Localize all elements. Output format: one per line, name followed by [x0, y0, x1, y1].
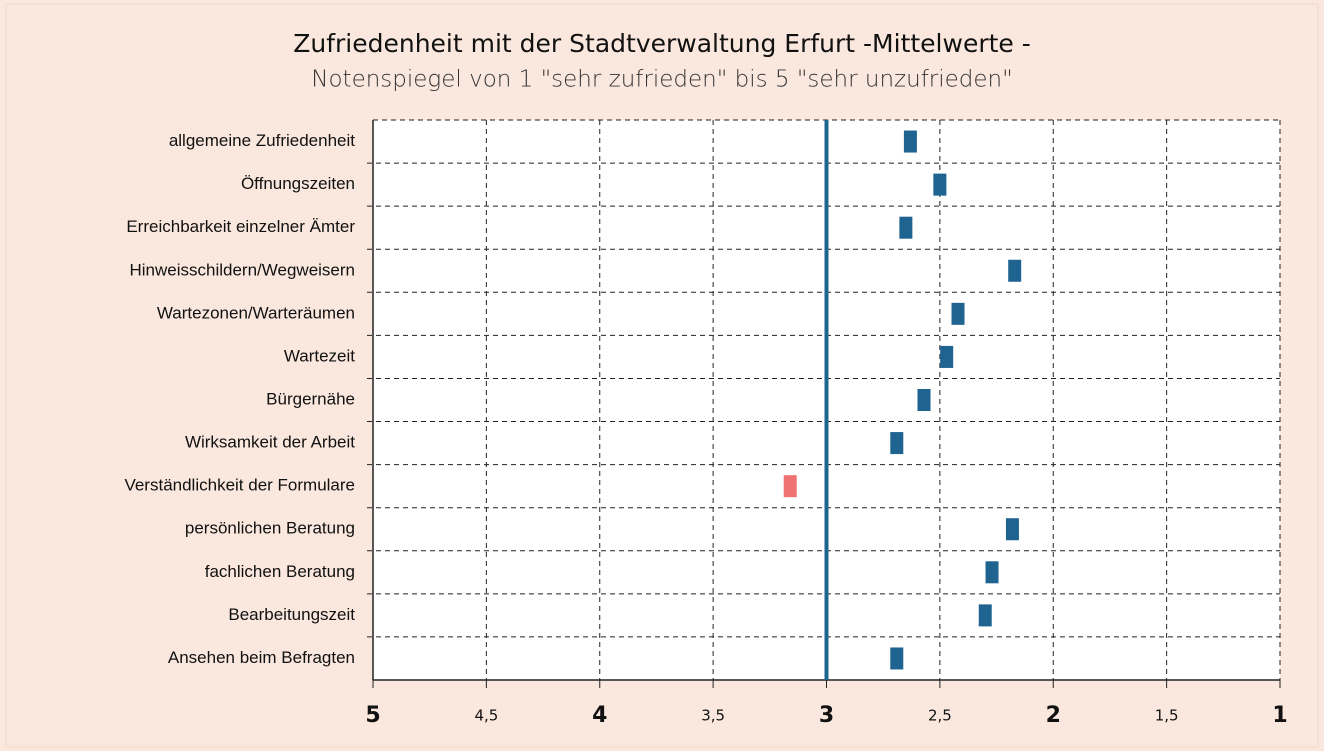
- marker: [917, 389, 931, 411]
- y-tick-label: Bürgernähe: [266, 389, 355, 408]
- x-tick-label: 2,5: [928, 707, 952, 725]
- marker: [1005, 518, 1019, 541]
- marker: [783, 475, 797, 498]
- x-tick-label: 1,5: [1155, 707, 1179, 725]
- marker: [985, 561, 999, 584]
- y-tick-label: Erreichbarkeit einzelner Ämter: [126, 217, 355, 236]
- chart-subtitle: Notenspiegel von 1 "sehr zufrieden" bis …: [311, 67, 1012, 93]
- y-tick-label: Wartezeit: [284, 346, 355, 365]
- x-tick-label: 4: [592, 703, 607, 728]
- marker: [890, 432, 904, 455]
- x-tick-label: 5: [365, 703, 380, 728]
- x-tick-label: 3,5: [701, 707, 725, 725]
- x-tick-label: 1: [1272, 703, 1287, 728]
- y-tick-label: allgemeine Zufriedenheit: [169, 131, 355, 150]
- y-tick-label: Wartezonen/Warteräumen: [157, 303, 355, 322]
- frame: [5, 3, 1319, 748]
- marker: [978, 604, 992, 627]
- marker: [890, 647, 904, 670]
- marker: [903, 130, 917, 153]
- y-tick-label: Bearbeitungszeit: [228, 605, 355, 624]
- marker: [940, 345, 954, 368]
- marker: [933, 173, 947, 196]
- y-tick-label: Verständlichkeit der Formulare: [124, 476, 355, 495]
- y-tick-label: Öffnungszeiten: [241, 174, 355, 193]
- chart-title: Zufriedenheit mit der Stadtverwaltung Er…: [293, 29, 1031, 58]
- y-tick-label: Hinweisschildern/Wegweisern: [130, 260, 356, 279]
- x-tick-label: 3: [819, 703, 834, 728]
- y-tick-label: persönlichen Beratung: [185, 519, 355, 538]
- y-tick-label: Wirksamkeit der Arbeit: [185, 433, 355, 452]
- marker: [899, 216, 913, 239]
- x-tick-label: 4,5: [474, 707, 498, 725]
- marker: [951, 302, 965, 325]
- y-tick-label: Ansehen beim Befragten: [168, 648, 355, 667]
- y-tick-label: fachlichen Beratung: [205, 562, 355, 581]
- marker: [1008, 259, 1022, 282]
- x-tick-label: 2: [1046, 703, 1061, 728]
